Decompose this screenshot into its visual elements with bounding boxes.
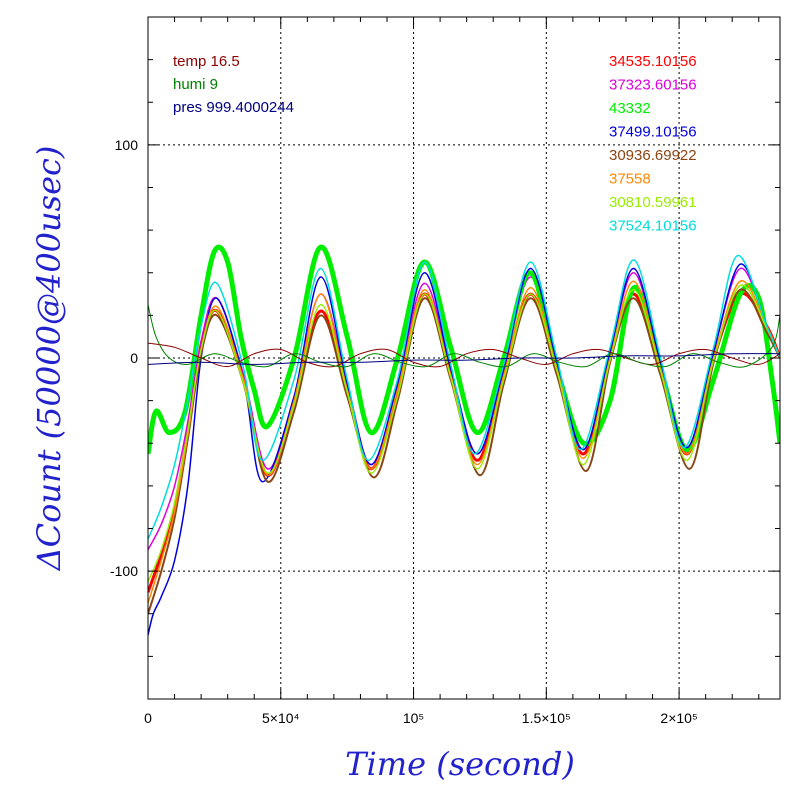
series-line-8 (148, 342, 780, 368)
env-legend: temp 16.5 humi 9 pres 999.4000244 (173, 53, 294, 116)
series-legend-entry-2: 43332 (609, 100, 651, 117)
series-line-10 (148, 353, 780, 365)
tick-labels: 0 5×10⁴ 10⁵ 1.5×10⁵ 2×10⁵ -100 0 100 (110, 137, 698, 726)
x-tick-label-2: 10⁵ (403, 710, 424, 726)
series-line-7 (148, 254, 780, 540)
x-tick-label-3: 1.5×10⁵ (522, 710, 571, 726)
series-legend-entry-1: 37323.60156 (609, 77, 697, 94)
y-axis-title: ΔCount (50000@400usec) (30, 146, 68, 573)
series-legend-entry-6: 30810.59961 (609, 194, 697, 211)
series-legend-entry-4: 30936.69922 (609, 147, 697, 164)
y-tick-label-2: 100 (115, 137, 139, 153)
series-legend-entry-0: 34535.10156 (609, 53, 697, 70)
x-tick-label-1: 5×10⁴ (262, 710, 300, 726)
series-layer (148, 244, 780, 636)
series-legend: 34535.10156 37323.60156 43332 37499.10156 30… (609, 53, 697, 235)
ticks (147, 16, 780, 700)
series-line-6 (148, 284, 780, 583)
env-legend-entry-2: pres 999.4000244 (173, 99, 294, 116)
x-tick-label-4: 2×10⁵ (660, 710, 697, 726)
y-tick-label-0: -100 (110, 563, 138, 579)
series-legend-entry-7: 37524.10156 (609, 218, 697, 235)
y-tick-label-1: 0 (130, 350, 138, 366)
env-legend-entry-1: humi 9 (173, 76, 218, 93)
x-tick-label-0: 0 (144, 710, 152, 726)
env-legend-entry-0: temp 16.5 (173, 53, 240, 70)
x-axis-title: Time (second) (345, 745, 575, 783)
series-legend-entry-5: 37558 (609, 171, 651, 188)
series-legend-entry-3: 37499.10156 (609, 124, 697, 141)
series-line-9 (148, 304, 780, 368)
